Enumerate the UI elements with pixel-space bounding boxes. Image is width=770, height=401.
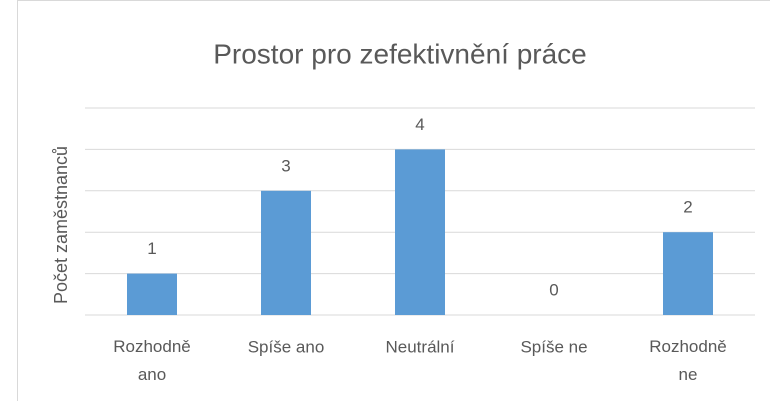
x-tick-label: Spíše ne: [520, 337, 587, 356]
data-label: 4: [415, 115, 424, 134]
x-tick-label: Neutrální: [386, 337, 455, 356]
data-label: 0: [549, 280, 558, 299]
bar: [395, 149, 445, 315]
data-label: 3: [281, 156, 290, 175]
y-axis-label: Počet zaměstnanců: [51, 146, 71, 304]
data-label: 1: [147, 239, 156, 258]
bar: [127, 273, 177, 315]
chart-frame: [17, 0, 770, 401]
bar: [663, 232, 713, 315]
x-tick-label: Rozhodně ano: [113, 337, 191, 384]
x-tick-label: Rozhodně ne: [649, 337, 727, 384]
chart-title: Prostor pro zefektivnění práce: [213, 38, 587, 69]
bar: [261, 190, 311, 315]
x-tick-label: Spíše ano: [248, 337, 325, 356]
data-label: 2: [683, 198, 692, 217]
